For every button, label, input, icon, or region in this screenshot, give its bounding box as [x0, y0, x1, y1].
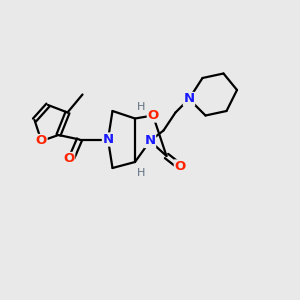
- Text: O: O: [174, 160, 186, 173]
- Text: H: H: [137, 101, 145, 112]
- Text: N: N: [183, 92, 195, 106]
- Text: H: H: [137, 167, 145, 178]
- Text: O: O: [147, 109, 159, 122]
- Text: N: N: [102, 133, 114, 146]
- Text: O: O: [36, 134, 47, 148]
- Text: O: O: [63, 152, 75, 166]
- Text: N: N: [144, 134, 156, 148]
